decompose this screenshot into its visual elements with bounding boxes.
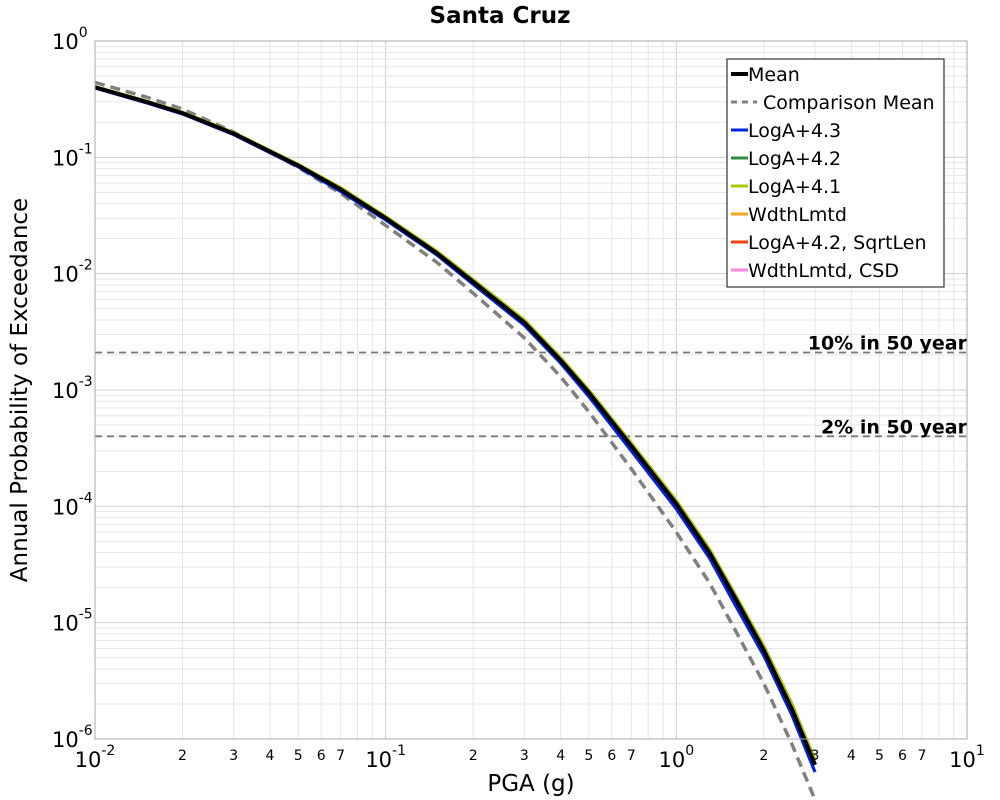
reference-lines: 10% in 50 year 2% in 50 year bbox=[95, 333, 968, 438]
legend-box bbox=[726, 58, 945, 288]
y-axis-label: Annual Probability of Exceedance bbox=[7, 198, 33, 582]
legend-entry: Mean bbox=[748, 64, 800, 86]
y-tick-label: 10-6 bbox=[52, 723, 93, 752]
x-minor-tick-label: 3 bbox=[520, 748, 529, 764]
series-lines bbox=[94, 80, 817, 800]
x-minor-tick-label: 6 bbox=[317, 748, 326, 764]
reference-line-label: 2% in 50 year bbox=[821, 416, 968, 438]
series-line-wdthlmtd-csd bbox=[94, 85, 817, 766]
legend-entry: Comparison Mean bbox=[763, 92, 935, 114]
x-minor-tick-label: 2 bbox=[759, 748, 768, 764]
grid bbox=[94, 41, 967, 740]
x-minor-tick-label: 7 bbox=[918, 748, 927, 764]
x-tick-label: 10-1 bbox=[365, 743, 406, 772]
x-minor-tick-label: 6 bbox=[607, 748, 616, 764]
x-minor-tick-label: 5 bbox=[875, 748, 884, 764]
legend: Mean Comparison Mean LogA+4.3 LogA+4.2 LogA+… bbox=[726, 58, 945, 288]
legend-entry: LogA+4.2, SqrtLen bbox=[748, 232, 927, 254]
reference-line-label: 10% in 50 year bbox=[808, 333, 968, 355]
y-tick-label: 10-4 bbox=[52, 490, 93, 519]
chart-title: Santa Cruz bbox=[430, 3, 571, 29]
x-minor-tick-label: 4 bbox=[266, 748, 275, 764]
x-tick-label: 10-2 bbox=[75, 743, 116, 772]
x-minor-tick-label: 6 bbox=[898, 748, 907, 764]
x-minor-tick-label: 3 bbox=[811, 748, 820, 764]
y-tick-label: 10-2 bbox=[52, 258, 93, 287]
y-tick-label: 100 bbox=[52, 25, 88, 54]
y-tick-label: 10-3 bbox=[52, 374, 93, 403]
legend-entry: WdthLmtd bbox=[748, 204, 847, 226]
legend-entry: LogA+4.1 bbox=[748, 176, 841, 198]
x-minor-tick-label: 7 bbox=[627, 748, 636, 764]
series-line-loga-4-2-sqrtlen bbox=[94, 85, 817, 766]
x-minor-tick-label: 3 bbox=[229, 748, 238, 764]
legend-entry: LogA+4.3 bbox=[748, 120, 841, 142]
x-minor-tick-label: 2 bbox=[469, 748, 478, 764]
x-tick-label: 101 bbox=[949, 743, 985, 772]
x-minor-tick-label: 4 bbox=[847, 748, 856, 764]
series-line-wdthlmtd bbox=[94, 85, 817, 766]
series-line-loga-4-2 bbox=[94, 85, 817, 766]
y-tick-label: 10-1 bbox=[52, 141, 93, 170]
x-axis-label: PGA (g) bbox=[487, 771, 574, 797]
series-line-comparison-mean bbox=[94, 80, 817, 800]
legend-entry: WdthLmtd, CSD bbox=[748, 260, 899, 282]
x-tick-label: 100 bbox=[659, 743, 695, 772]
series-line-loga-4-1 bbox=[94, 85, 817, 761]
x-minor-tick-label: 5 bbox=[584, 748, 593, 764]
legend-entry: LogA+4.2 bbox=[748, 148, 841, 170]
x-minor-tick-label: 5 bbox=[294, 748, 303, 764]
plot-frame bbox=[94, 40, 968, 740]
x-minor-tick-label: 4 bbox=[556, 748, 565, 764]
x-minor-tick-label: 7 bbox=[336, 748, 345, 764]
x-minor-tick-label: 2 bbox=[178, 748, 187, 764]
series-line-mean bbox=[94, 85, 817, 766]
y-tick-label: 10-5 bbox=[52, 607, 93, 636]
